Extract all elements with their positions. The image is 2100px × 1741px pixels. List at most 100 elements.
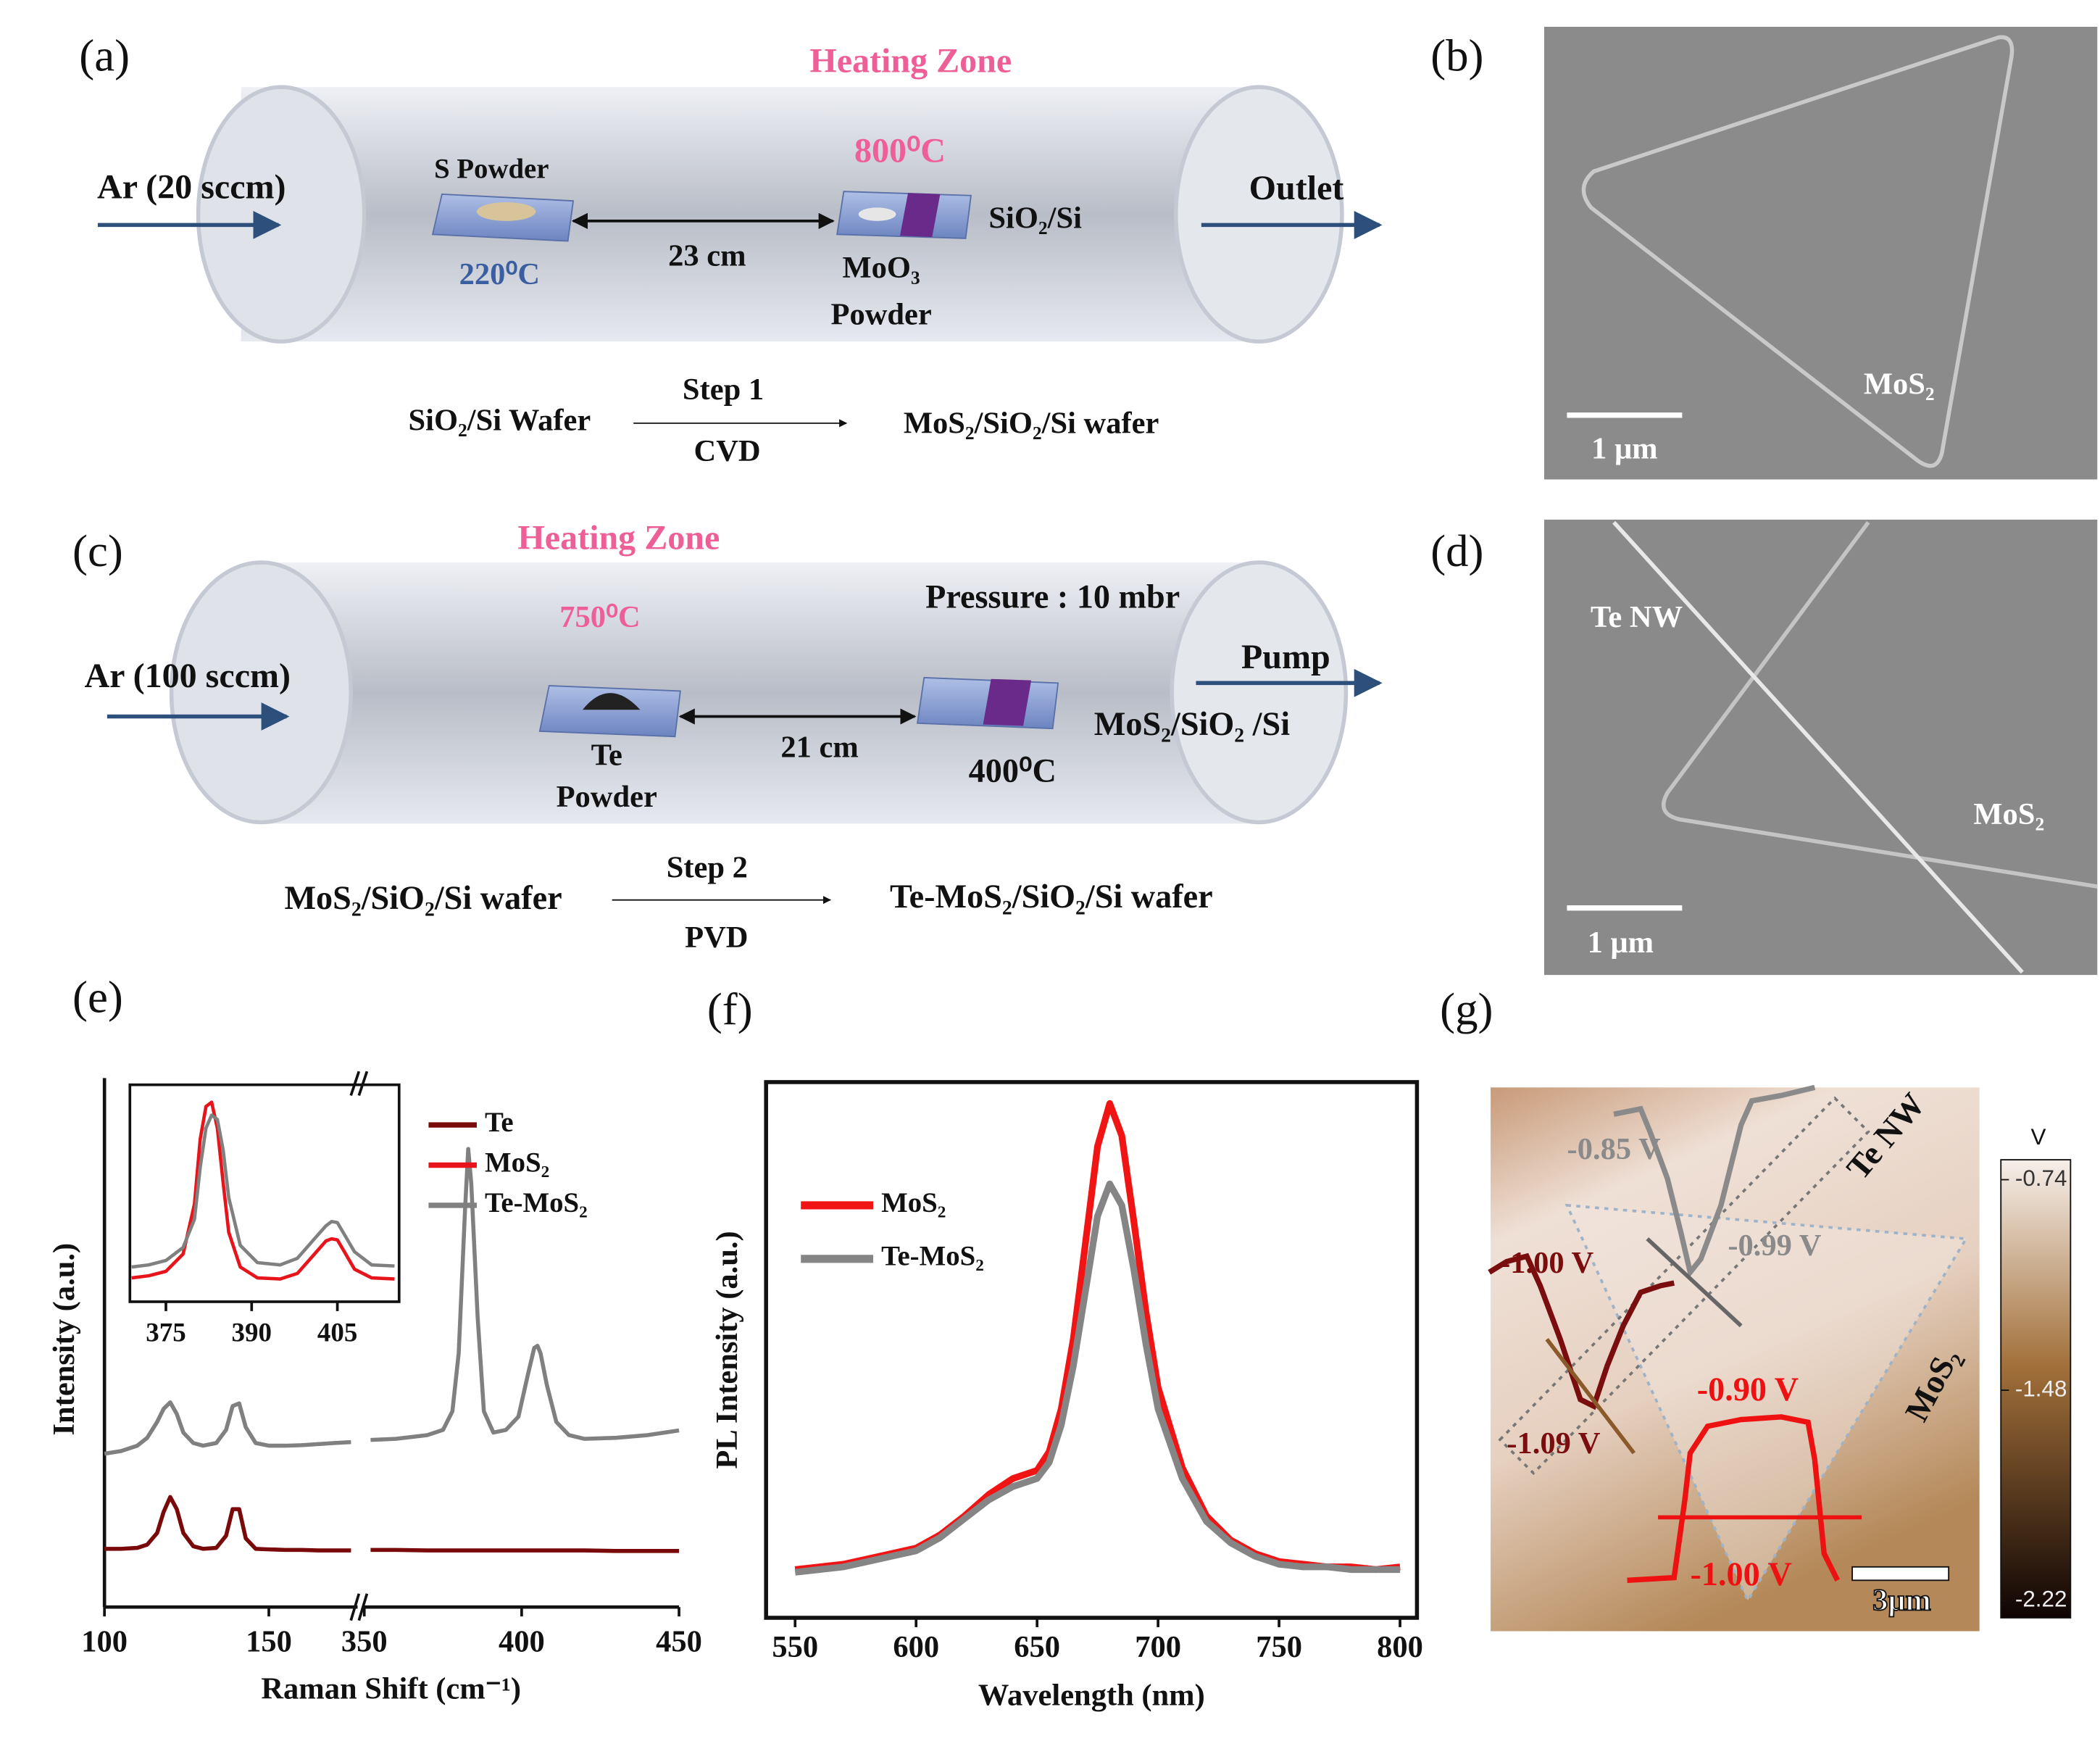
potential-label: -0.90 V: [1697, 1371, 1799, 1408]
profile: [1488, 1252, 1675, 1410]
x-tick-label: 405: [317, 1318, 357, 1347]
tube: [241, 87, 1259, 342]
series-line: [104, 1495, 351, 1553]
x-tick-label: 450: [656, 1625, 702, 1659]
panel-label: (f): [707, 984, 753, 1034]
step-from: MoS₂/SiO₂/Si wafer: [284, 879, 562, 916]
panel-a: (a) Heating Zone Ar (20 sccm) S Powder 2…: [79, 30, 1383, 468]
scale-label: 1 μm: [1591, 431, 1657, 465]
colorbar-tick-label: -1.48: [2015, 1376, 2067, 1401]
x-tick-label: 390: [232, 1318, 272, 1347]
method-label: PVD: [685, 921, 748, 955]
x-tick-label: 150: [246, 1625, 292, 1659]
step-to: Te-MoS₂/SiO₂/Si wafer: [890, 878, 1213, 915]
method-label: CVD: [694, 434, 761, 468]
precursor-label: Powder: [830, 298, 931, 332]
potential-label: -0.99 V: [1728, 1229, 1821, 1263]
panel-label: (c): [72, 525, 123, 576]
legend-label: Te-MoS₂: [881, 1241, 984, 1272]
x-tick-label: 375: [146, 1318, 186, 1347]
substrate: [983, 678, 1032, 726]
potential-label: -0.85 V: [1567, 1132, 1661, 1166]
x-tick-label: 550: [772, 1630, 818, 1664]
colorbar: [2000, 1159, 2072, 1619]
y-axis-label: PL Intensity (a.u.): [710, 1231, 744, 1468]
material-label: MoS₂: [1973, 797, 2044, 831]
step-to: MoS₂/SiO₂/Si wafer: [904, 406, 1159, 440]
distance-label: 21 cm: [780, 730, 858, 764]
powder: [476, 202, 536, 221]
x-tick-label: 750: [1256, 1630, 1302, 1664]
flake-edge: [1662, 520, 2098, 889]
flake-edge: [1581, 35, 2014, 468]
substrate-label: MoS₂/SiO₂ /Si: [1094, 705, 1290, 742]
powder: [858, 207, 896, 221]
step-label: Step 2: [667, 851, 748, 885]
x-tick-label: 400: [499, 1625, 545, 1659]
x-tick-label: 350: [341, 1625, 388, 1659]
step-label: Step 1: [683, 373, 764, 407]
x-axis-label: Raman Shift (cm⁻¹): [261, 1671, 521, 1705]
legend-label: MoS₂: [485, 1147, 549, 1178]
panel-label: (a): [79, 30, 130, 81]
powder: [582, 693, 641, 710]
profile: [1613, 1084, 1816, 1279]
series-line: [131, 1113, 395, 1269]
x-tick-label: 650: [1014, 1630, 1060, 1664]
scale-label: 3μm: [1872, 1583, 1931, 1617]
x-tick-label: 700: [1135, 1630, 1181, 1664]
step-from: SiO₂/Si Wafer: [409, 404, 591, 438]
panel-f: (f) Wavelength (nm) PL Intensity (a.u.): [707, 984, 1420, 1713]
scale-label: 1 μm: [1588, 926, 1654, 960]
tube-end: [1170, 560, 1349, 825]
series-line: [370, 1147, 680, 1442]
panel-label: (b): [1430, 30, 1483, 81]
zone-label: Heating Zone: [809, 42, 1012, 80]
x-tick-label: 800: [1377, 1630, 1423, 1664]
x-axis-label: Wavelength (nm): [978, 1679, 1205, 1713]
panel-b: (b) MoS₂ 1 μm: [1430, 26, 2098, 480]
axis-break: [349, 1071, 369, 1096]
substrate-label: SiO₂/Si: [988, 201, 1082, 236]
profile-cut: [1545, 1338, 1636, 1455]
panel-label: (d): [1430, 525, 1483, 576]
tube: [254, 562, 1259, 824]
tube-end: [196, 85, 367, 344]
legend-label: MoS₂: [881, 1187, 946, 1218]
x-tick-label: 600: [893, 1630, 939, 1664]
series-line: [794, 1100, 1401, 1574]
temp-label: 800⁰C: [854, 132, 946, 170]
panel-e: (e) Raman Shift (cm⁻¹) Intensity (a.u.): [47, 972, 680, 1705]
panel-label: (e): [72, 972, 123, 1023]
kpfm-image: [1491, 1087, 1980, 1632]
material-label: MoS₂: [1864, 367, 1935, 402]
boat: [538, 685, 681, 738]
flake-outline: [1564, 1203, 1969, 1603]
colorbar-tick-label: -2.22: [2015, 1587, 2067, 1612]
panel-label: (g): [1440, 984, 1493, 1034]
tube-end: [1173, 85, 1344, 344]
panel-c: (c) Heating Zone Ar (100 sccm) 750⁰C Pre…: [72, 519, 1383, 955]
outlet-label: Outlet: [1249, 169, 1344, 207]
distance-label: 23 cm: [668, 238, 746, 273]
temp-label: 220⁰C: [459, 257, 541, 291]
scale-bar: [1851, 1566, 1950, 1582]
panel-d: (d) Te NW MoS₂ 1 μm: [1430, 519, 2098, 976]
precursor-label: MoO₃: [843, 251, 920, 285]
source-label: Powder: [557, 780, 657, 814]
source-label: S Powder: [434, 153, 549, 184]
profile-cut: [1646, 1237, 1743, 1328]
plot-frame: [764, 1080, 1420, 1620]
colorbar-tick-label: -0.74: [2015, 1165, 2067, 1191]
legend-label: Te: [485, 1107, 514, 1138]
substrate: [900, 193, 941, 238]
zone-label: Heating Zone: [517, 519, 720, 557]
gas-label: Ar (20 sccm): [97, 167, 286, 206]
series-line: [104, 1400, 351, 1456]
profile: [1627, 1414, 1841, 1583]
wire-outline: [1498, 1096, 1870, 1476]
temp-label: 750⁰C: [559, 600, 641, 634]
nanowire: [1612, 520, 2024, 974]
